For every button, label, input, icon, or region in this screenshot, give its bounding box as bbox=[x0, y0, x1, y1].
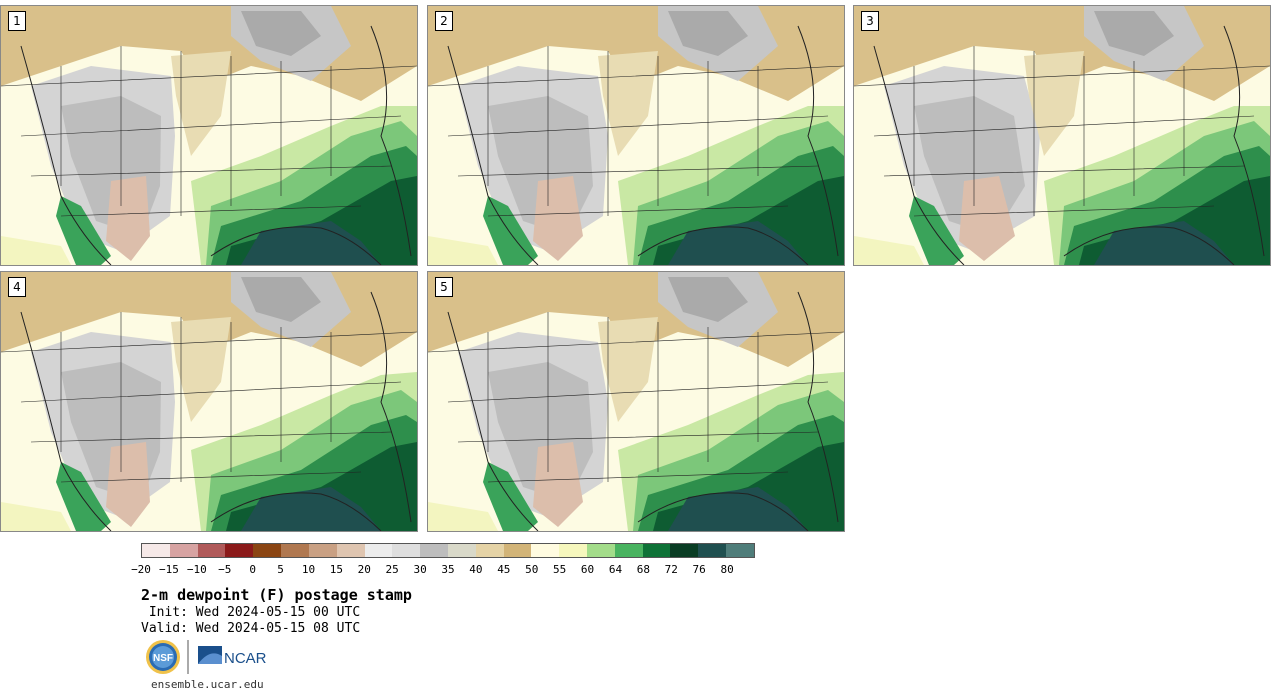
dewpoint-map bbox=[1, 6, 417, 265]
colorbar-swatch bbox=[336, 544, 365, 557]
colorbar-tick-label: 50 bbox=[525, 563, 539, 576]
colorbar-tick-label: −5 bbox=[218, 563, 232, 576]
panel-number: 5 bbox=[435, 277, 453, 297]
colorbar-tick-label: 72 bbox=[664, 563, 678, 576]
colorbar-swatch bbox=[197, 544, 226, 557]
dewpoint-map bbox=[1, 272, 417, 531]
colorbar-tick-label: 76 bbox=[692, 563, 706, 576]
colorbar-swatch bbox=[614, 544, 643, 557]
colorbar-swatch bbox=[670, 544, 699, 557]
colorbar-swatch bbox=[559, 544, 587, 557]
map-panel: 4 bbox=[0, 271, 418, 532]
colorbar-swatch bbox=[142, 544, 170, 557]
dewpoint-map bbox=[428, 272, 844, 531]
colorbar-tick-labels: −20 −15 −10 −5 0 5 10 15 20 25 30 35 40 45 50 55 60 64 68 7… bbox=[131, 563, 755, 577]
colorbar-swatch bbox=[587, 544, 615, 557]
colorbar-tick-label: 25 bbox=[385, 563, 399, 576]
colorbar-swatch bbox=[447, 544, 476, 557]
colorbar-swatch bbox=[698, 544, 727, 557]
dewpoint-map bbox=[428, 6, 844, 265]
dewpoint-map bbox=[854, 6, 1270, 265]
panel-number: 1 bbox=[8, 11, 26, 31]
colorbar-tick-label: 55 bbox=[553, 563, 567, 576]
map-panel: 3 bbox=[853, 5, 1271, 266]
panel-number: 2 bbox=[435, 11, 453, 31]
colorbar bbox=[141, 543, 755, 558]
colorbar-swatch bbox=[169, 544, 198, 557]
colorbar-tick-label: 45 bbox=[497, 563, 511, 576]
colorbar-tick-label: 20 bbox=[357, 563, 371, 576]
colorbar-tick-label: 80 bbox=[720, 563, 734, 576]
colorbar-swatch bbox=[475, 544, 504, 557]
ncar-logo-text: NCAR bbox=[224, 650, 267, 667]
colorbar-swatch bbox=[642, 544, 671, 557]
colorbar-tick-label: 60 bbox=[580, 563, 595, 576]
colorbar-tick-label: 35 bbox=[441, 563, 455, 576]
colorbar-swatch bbox=[420, 544, 448, 557]
colorbar-swatch bbox=[281, 544, 309, 557]
chart-title: 2-m dewpoint (F) postage stamp bbox=[141, 586, 412, 604]
colorbar-swatch bbox=[225, 544, 254, 557]
colorbar-tick-label: −15 bbox=[158, 563, 179, 576]
colorbar-swatch bbox=[253, 544, 282, 557]
colorbar-tick-label: 68 bbox=[636, 563, 650, 576]
colorbar-tick-label: 0 bbox=[249, 563, 256, 576]
map-panel: 5 bbox=[427, 271, 845, 532]
map-panel: 2 bbox=[427, 5, 845, 266]
panel-number: 3 bbox=[861, 11, 879, 31]
valid-time: Valid: Wed 2024-05-15 08 UTC bbox=[141, 621, 361, 636]
colorbar-tick-label: 15 bbox=[329, 563, 343, 576]
map-panel: 1 bbox=[0, 5, 418, 266]
colorbar-tick-label: 10 bbox=[301, 563, 316, 576]
panel-number: 4 bbox=[8, 277, 26, 297]
colorbar-tick-label: 40 bbox=[469, 563, 483, 576]
logos: NSF NCAR bbox=[146, 640, 267, 674]
ncar-logo: NCAR bbox=[198, 646, 267, 667]
colorbar-swatch bbox=[503, 544, 532, 557]
colorbar-swatch bbox=[364, 544, 393, 557]
source-url: ensemble.ucar.edu bbox=[151, 678, 264, 691]
colorbar-swatch bbox=[392, 544, 421, 557]
nsf-logo: NSF bbox=[146, 640, 180, 674]
colorbar-tick-label: 30 bbox=[413, 563, 427, 576]
colorbar-tick-label: −10 bbox=[186, 563, 207, 576]
colorbar-tick-label: 5 bbox=[277, 563, 284, 576]
colorbar-swatch bbox=[531, 544, 560, 557]
colorbar-swatch bbox=[726, 544, 754, 557]
colorbar-tick-label: −20 bbox=[131, 563, 151, 576]
colorbar-swatch bbox=[308, 544, 337, 557]
init-time: Init: Wed 2024-05-15 00 UTC bbox=[141, 605, 361, 620]
colorbar-tick-label: 64 bbox=[608, 563, 623, 576]
nsf-logo-text: NSF bbox=[153, 653, 173, 664]
